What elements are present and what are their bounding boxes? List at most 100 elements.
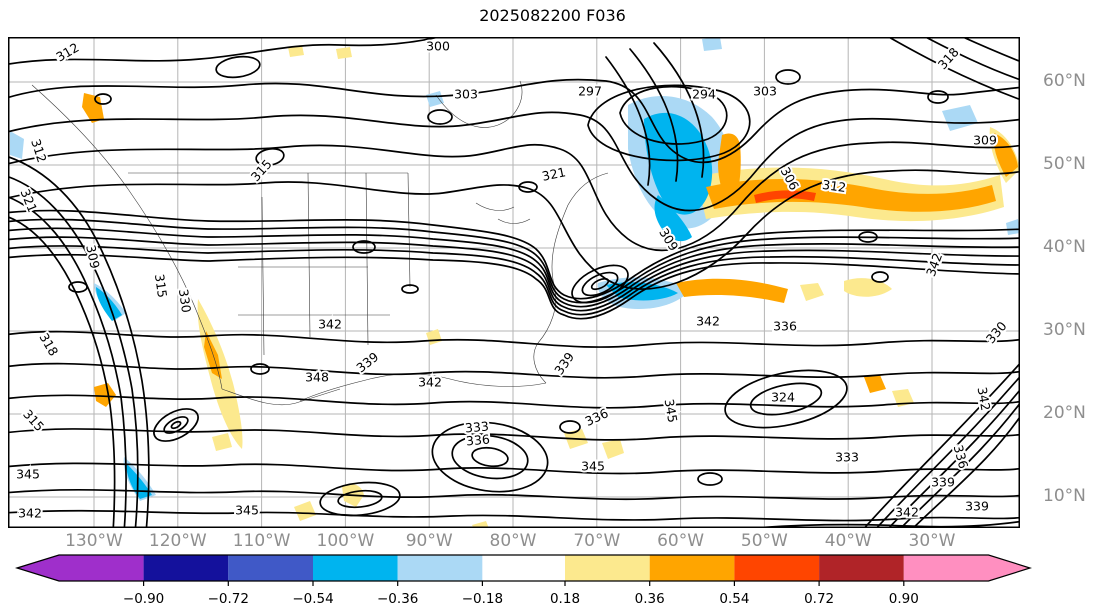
lon-tick-label: 40°W [824, 531, 872, 551]
contour-line [8, 236, 1020, 312]
lon-tick-label: 120°W [148, 531, 207, 551]
colorbar-canvas: −0.90 −0.72 −0.54 −0.36 −0.18 0.18 0.36 0.54 0.7… [14, 554, 1033, 607]
colorbar-segment [228, 555, 313, 581]
colorbar-right-arrow [988, 555, 1030, 581]
lat-tick-label: 40°N [1043, 237, 1086, 257]
colorbar-segment [143, 555, 229, 581]
contour-label: 294 [692, 87, 716, 102]
contour-line [605, 56, 651, 186]
contour-line [8, 218, 1020, 304]
contour-label: 303 [753, 84, 777, 99]
contour-label: 300 [426, 39, 450, 54]
colorbar-tick-label: −0.54 [292, 591, 333, 607]
contour-closed [518, 181, 538, 193]
contour-line [8, 362, 1020, 379]
anomaly-patch [654, 195, 692, 242]
lon-tick-label: 100°W [316, 531, 375, 551]
contour-line [8, 330, 1020, 348]
contour-closed [94, 93, 112, 105]
contour-label: 318 [935, 44, 962, 72]
contour-label: 303 [454, 87, 478, 102]
colorbar-segment [397, 555, 483, 581]
contour-label: 321 [541, 164, 567, 184]
contour-label: 345 [16, 467, 40, 482]
contour-label: 345 [581, 459, 605, 474]
colorbar-outline [14, 554, 1033, 582]
contour-closed [255, 147, 285, 167]
figure-title: 2025082200 F036 [479, 6, 626, 25]
contour-closed [749, 382, 823, 416]
contour-label: 297 [578, 84, 602, 99]
contour-label: 312 [53, 40, 81, 65]
coastline [567, 172, 609, 206]
contour-line [629, 48, 679, 182]
anomaly-patch [82, 93, 104, 123]
contour-map: 312 300 303 297 294 303 306 318 309 312 321 315 312 3… [8, 37, 1020, 528]
anomaly-patch [336, 47, 352, 59]
contour-closed [724, 369, 848, 429]
colorbar-tick-label: 0.54 [719, 591, 749, 607]
contour-closed [250, 363, 270, 375]
colorbar-tick-label: 0.18 [550, 591, 580, 607]
contour-line [8, 253, 1020, 320]
anomaly-patch [800, 283, 824, 301]
contour-closed [163, 416, 189, 434]
grid-lines [8, 37, 1020, 528]
colorbar-tick-label: 0.90 [889, 591, 919, 607]
contour-line [8, 428, 1020, 441]
colorbar-tick-label: −0.18 [462, 591, 503, 607]
anomaly-patch [288, 45, 304, 57]
contour-label: 333 [464, 418, 489, 435]
contour-line [887, 37, 1020, 101]
lon-tick-label: 130°W [65, 531, 123, 551]
anomaly-patch [754, 190, 816, 203]
lon-tick-label: 90°W [405, 531, 453, 551]
contour-label: 342 [418, 375, 442, 390]
contour-label: 342 [18, 506, 42, 521]
contour-lines [8, 37, 1020, 528]
lon-tick-label: 30°W [908, 531, 956, 551]
contour-line [8, 78, 1020, 164]
contour-label: 336 [465, 431, 490, 448]
contour-line [8, 216, 116, 528]
contour-line [8, 209, 1020, 300]
anomaly-patch [702, 37, 722, 51]
contour-closed [427, 109, 453, 125]
contour-line [8, 509, 1020, 522]
contour-closed [170, 420, 182, 430]
contour-closed [431, 421, 549, 493]
colorbar-tick-label: 0.72 [804, 591, 834, 607]
contour-closed [571, 264, 629, 304]
contour-label: 330 [983, 318, 1010, 346]
contour-label: 312 [28, 137, 50, 164]
contour-label: 339 [965, 499, 989, 514]
colorbar-tick-label: −0.90 [123, 591, 164, 607]
contour-closed [68, 281, 88, 293]
contour-line [8, 196, 127, 528]
contour-closed [319, 481, 401, 517]
contour-line [619, 85, 728, 145]
anomaly-patch [676, 278, 788, 303]
anomaly-patch [993, 133, 1018, 177]
colorbar-segment [482, 555, 565, 581]
contour-closed [559, 420, 581, 434]
lat-tick-label: 10°N [1043, 486, 1086, 506]
contour-closed [858, 231, 878, 243]
contour-label: 348 [305, 370, 329, 385]
anomaly-patch [602, 439, 624, 459]
contour-label: 342 [696, 314, 720, 329]
lat-tick-label: 30°N [1043, 320, 1086, 340]
colorbar-segment [565, 555, 650, 581]
contour-line [587, 84, 751, 162]
contour-line [899, 401, 1020, 528]
contour-label: 345 [662, 398, 681, 424]
basemap [31, 80, 609, 406]
colorbar-tick-label: −0.72 [208, 591, 249, 607]
contour-label: 318 [36, 330, 61, 358]
contour-label: 309 [973, 133, 997, 148]
colorbar-segment [649, 555, 735, 581]
contour-label: 309 [83, 244, 103, 271]
contour-label: 339 [551, 349, 577, 377]
